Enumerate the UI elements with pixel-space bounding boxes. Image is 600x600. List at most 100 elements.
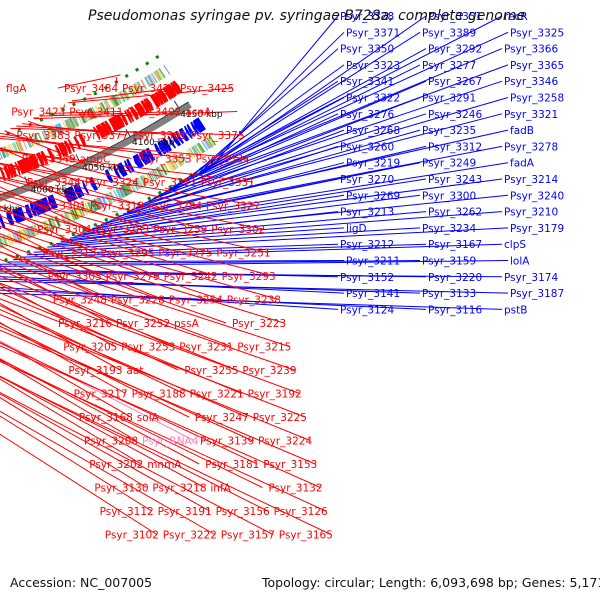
reverse-gene-label: Psyr_3303 — [48, 271, 102, 283]
reverse-gene-label: Psyr_3402 — [127, 107, 181, 119]
reverse-label-leader — [0, 359, 137, 441]
reverse-cog-feature — [129, 85, 137, 96]
forward-label-leader — [87, 178, 339, 231]
reverse-gene-label: Psyr_3375 — [190, 130, 244, 142]
forward-label-leader — [69, 194, 421, 239]
forward-cog-feature — [207, 136, 215, 147]
forward-strand-gene — [15, 207, 24, 222]
forward-strand-gene — [12, 208, 21, 224]
reverse-gene-label: Psyr_3217 — [74, 389, 128, 401]
forward-strand-gene — [192, 119, 203, 133]
reverse-strand-gene — [113, 114, 124, 129]
reverse-gene-label: Psyr_3484 — [64, 83, 118, 95]
reverse-label-leader — [0, 433, 158, 535]
reverse-gene-label: Psyr_3188 — [132, 389, 186, 401]
forward-label-leader — [126, 129, 345, 213]
reverse-cog-feature — [65, 119, 73, 130]
forward-cog-feature — [174, 157, 181, 167]
forward-strand-gene — [82, 180, 90, 195]
forward-gene-label: Psyr_3141 — [346, 288, 400, 300]
reverse-gene-label: ampC — [80, 154, 111, 166]
reverse-label-leader — [0, 345, 321, 488]
reverse-gene-label: Psyr_3252 — [116, 318, 170, 330]
forward-cog-feature — [142, 174, 150, 185]
reverse-cog-feature — [155, 70, 162, 81]
reverse-gene-label: Psyr_3334 — [196, 154, 250, 166]
reverse-cog-feature — [105, 99, 112, 110]
reverse-gene-label: Psyr_3132 — [268, 483, 322, 495]
reverse-gene-label: Psyr_3192 — [248, 389, 302, 401]
forward-gene-label: Psyr_3276 — [340, 109, 394, 121]
reverse-gene-label: Psyr_3301 — [32, 201, 86, 213]
reverse-gene-label: Psyr_3205 — [63, 342, 117, 354]
forward-cog-feature — [14, 231, 21, 243]
reverse-label-leader — [0, 220, 279, 300]
forward-gene-label: Psyr_3300 — [422, 190, 476, 202]
reverse-cog-feature — [83, 110, 91, 122]
forward-cog-feature — [149, 171, 156, 182]
reverse-cog-feature — [98, 103, 105, 114]
forward-strand-gene — [132, 154, 142, 169]
forward-label-leader — [0, 272, 503, 278]
reverse-gene-label: Psyr_3231 — [179, 342, 233, 354]
forward-cog-feature — [165, 161, 173, 173]
reverse-strand-gene — [145, 97, 154, 111]
forward-strand-gene — [167, 135, 177, 149]
reverse-label-leader — [0, 359, 263, 488]
reverse-label-leader — [0, 149, 253, 183]
reverse-gene-label: Psyr_3181 — [205, 459, 259, 471]
reverse-gene-label: Psyr_3225 — [253, 412, 307, 424]
forward-cog-feature — [93, 199, 100, 210]
forward-cog-feature — [192, 145, 200, 157]
reverse-gene-label: Psyr_3112 — [100, 506, 154, 518]
reverse-gene-label: Psyr_3248 — [53, 295, 107, 307]
forward-cog-feature — [134, 179, 141, 190]
reverse-label-leader — [0, 177, 206, 230]
reverse-strand-gene — [6, 164, 14, 179]
reverse-label-leader — [0, 302, 121, 371]
forward-gene-label: Psyr_3187 — [510, 288, 564, 300]
reverse-label-leader — [0, 205, 95, 253]
forward-cog-feature — [90, 200, 96, 212]
reverse-gene-label: Psyr_3168 — [79, 412, 133, 424]
forward-gene-label: fadA — [510, 158, 535, 170]
reverse-gene-label: mnmA — [147, 459, 182, 471]
reverse-cog-feature — [78, 113, 85, 124]
forward-cog-feature — [135, 178, 142, 189]
forward-gene-label: Psyr_3246 — [428, 109, 482, 121]
reverse-label-leader — [115, 76, 118, 89]
reverse-gene-label: Psyr_3247 — [195, 412, 249, 424]
reverse-cog-feature — [48, 127, 56, 138]
forward-cog-feature — [60, 213, 66, 225]
forward-cog-feature — [175, 156, 183, 167]
accession-label: Accession: NC_007005 — [10, 575, 153, 590]
reverse-strand-gene — [73, 136, 81, 150]
reverse-gene-label: Psyr_3102 — [105, 530, 159, 542]
forward-gene-label: Psyr_3210 — [504, 207, 558, 219]
forward-label-leader — [135, 113, 427, 209]
reverse-gene-label: Psyr_3242 — [164, 271, 218, 283]
forward-strand-gene — [171, 132, 182, 147]
scale-label: 4050 kbp — [82, 163, 125, 173]
reverse-gene-label: Psyr_3215 — [237, 342, 291, 354]
forward-label-leader — [6, 260, 345, 263]
reverse-gene-label: Psyr_3295 — [100, 248, 154, 260]
reverse-gene-label: Psyr_3251 — [216, 248, 270, 260]
reverse-label-leader — [0, 313, 311, 441]
reverse-cog-feature — [79, 112, 86, 124]
forward-strand-gene — [0, 214, 6, 229]
reverse-strand-gene — [157, 90, 167, 104]
forward-cog-feature — [36, 223, 42, 235]
reverse-label-leader — [0, 138, 248, 159]
forward-label-leader — [0, 260, 421, 265]
forward-gene-label: Psyr_3262 — [428, 207, 482, 219]
reverse-strand-gene — [108, 118, 117, 132]
reverse-label-leader — [0, 392, 274, 535]
reverse-label-leader — [0, 275, 237, 371]
reverse-label-leader — [4, 130, 74, 159]
reverse-cog-feature — [108, 97, 116, 108]
reverse-gene-label: Psyr_3255 — [184, 365, 238, 377]
forward-gene-label: Psyr_3249 — [422, 158, 476, 170]
forward-label-leader — [0, 289, 427, 310]
